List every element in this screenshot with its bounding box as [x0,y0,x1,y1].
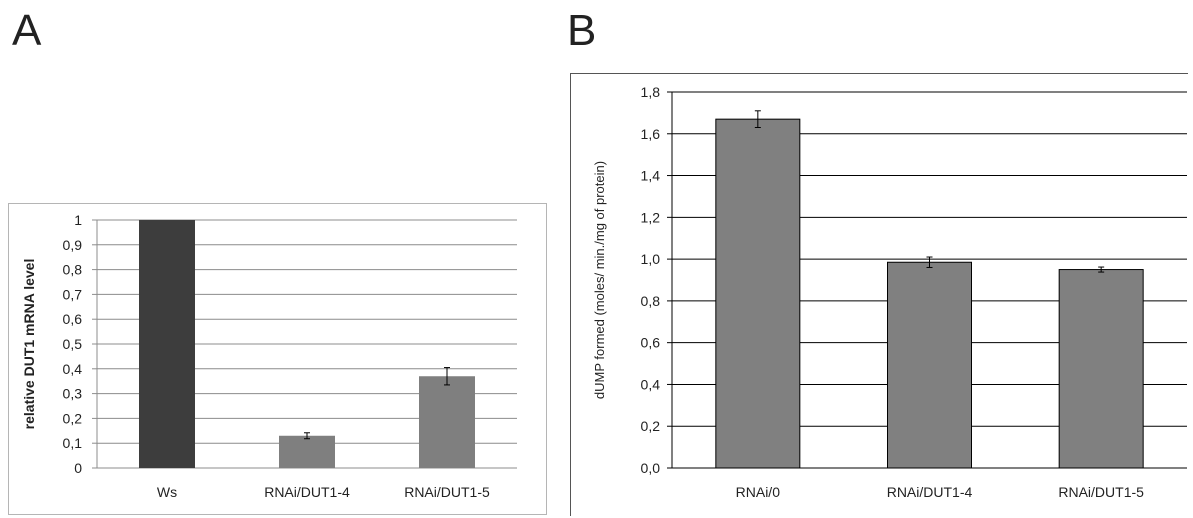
x-category-label: RNAi/DUT1-5 [404,484,490,500]
panel-label-a: A [12,6,42,55]
bar-2 [887,261,972,469]
x-category-label: RNAi/DUT1-4 [264,484,350,500]
y-tick-label: 1,0 [641,251,661,267]
y-tick-label: 0,2 [63,410,83,426]
y-tick-label: 0,6 [63,311,83,327]
y-tick-label: 0 [74,460,82,476]
bar-1 [139,220,195,468]
y-axis-title: dUMP formed (moles/ min./mg of protein) [592,161,607,399]
y-axis-title: relative DUT1 mRNA level [21,259,37,430]
x-category-label: Ws [157,484,177,500]
y-tick-label: 0,1 [63,435,83,451]
y-tick-label: 0,7 [63,286,83,302]
y-tick-label: 0,4 [63,361,83,377]
y-tick-label: 1,4 [641,168,661,184]
chart-a: 0 0,1 0,2 0,3 0,4 0,5 0,6 0,7 0,8 0,9 1 Ws RNAi/DUT1… [21,212,517,500]
bar-3 [419,376,475,468]
y-tick-label: 1,2 [641,209,661,225]
bar-3 [1058,269,1144,469]
bar-2 [279,435,335,468]
y-tick-label: 1,6 [641,126,661,142]
panel-label-b: B [567,6,597,55]
bar-1 [715,118,801,469]
y-tick-label: 0,0 [641,460,661,476]
y-tick-label: 1,8 [641,84,661,100]
y-tick-label: 0,8 [63,262,83,278]
y-tick-label: 0,6 [641,335,661,351]
y-tick-label: 0,8 [641,293,661,309]
y-tick-label: 0,5 [63,336,83,352]
y-tick-label: 1 [74,212,82,228]
x-category-label: RNAi/0 [736,484,781,500]
y-tick-label: 0,4 [641,376,661,392]
x-category-label: RNAi/DUT1-4 [887,484,973,500]
chart-b: 0,0 0,2 0,4 0,6 0,8 1,0 1,2 1,4 1,6 1,8 RNAi/0 RNAi… [592,84,1187,500]
y-tick-label: 0,2 [641,418,661,434]
y-tick-label: 0,3 [63,386,83,402]
x-category-label: RNAi/DUT1-5 [1058,484,1144,500]
y-tick-label: 0,9 [63,237,83,253]
